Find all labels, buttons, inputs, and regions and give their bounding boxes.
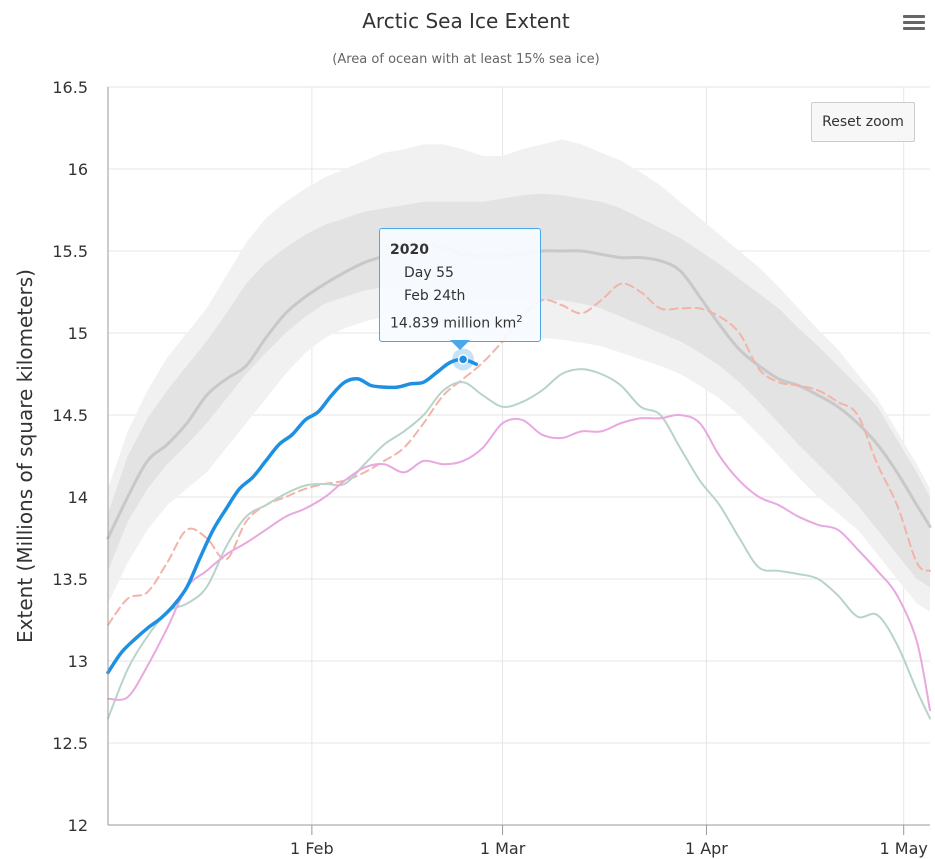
x-tick-label: 1 Mar	[480, 839, 526, 858]
y-tick-label: 12.5	[52, 734, 88, 753]
series-line-green	[107, 368, 931, 720]
hover-marker	[452, 348, 475, 371]
series-line-2020	[106, 357, 479, 675]
chart-title: Arctic Sea Ice Extent	[362, 9, 570, 33]
chart-menu-icon[interactable]	[901, 12, 927, 38]
series-line-pink	[107, 413, 931, 712]
x-tick-label: 1 May	[880, 839, 928, 858]
y-tick-label: 13	[68, 652, 88, 671]
y-tick-label: 16.5	[52, 78, 88, 97]
tooltip-value: 14.839 million km2	[390, 308, 530, 336]
y-tick-label: 12	[68, 816, 88, 835]
y-tick-label: 14	[68, 488, 88, 507]
y-tick-label: 15.5	[52, 242, 88, 261]
y-tick-label: 13.5	[52, 570, 88, 589]
x-tick-label: 1 Apr	[685, 839, 728, 858]
tooltip-value-sup: 2	[516, 314, 523, 325]
tooltip-series: 2020	[390, 242, 429, 258]
tooltip-day: Day 55	[404, 265, 454, 281]
hover-point	[457, 354, 469, 365]
reset-zoom-button[interactable]: Reset zoom	[811, 102, 915, 142]
y-tick-label: 15	[68, 324, 88, 343]
axes: 12 12.5 13 13.5 14 14.5 15 15.5 16 16.5 1 Feb 1 Mar…	[52, 78, 930, 858]
chart-subtitle: (Area of ocean with at least 15% sea ice…	[332, 52, 599, 67]
tooltip: 2020 Day 55 Feb 24th 14.839 million km2	[379, 228, 541, 342]
tooltip-date: Feb 24th	[404, 288, 466, 304]
y-axis-label: Extent (Millions of square kilometers)	[13, 269, 37, 643]
y-tick-label: 14.5	[52, 406, 88, 425]
tooltip-arrow	[450, 340, 470, 350]
tooltip-value-text: 14.839 million km	[390, 315, 517, 332]
y-tick-label: 16	[68, 160, 88, 179]
x-tick-label: 1 Feb	[290, 839, 334, 858]
